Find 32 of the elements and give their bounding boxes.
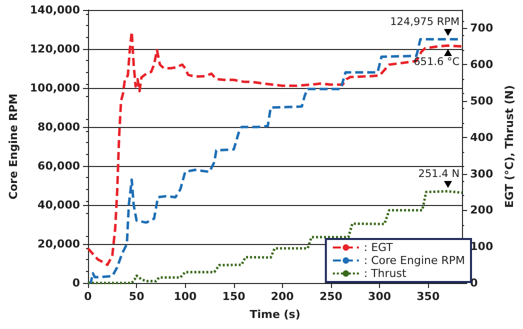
x-tick-label: 300 (368, 290, 392, 303)
annotation: 124,975 RPM (390, 16, 460, 28)
y2-tick-label: 700 (470, 22, 494, 35)
annotation: 251.4 N (418, 168, 460, 180)
y2-axis-title: EGT (°C), Thrust (N) (503, 85, 516, 208)
y-tick-label: 0 (72, 276, 80, 290)
legend-label: : Thrust (364, 267, 407, 280)
x-tick-label: 150 (222, 290, 246, 303)
y2-tick-label: 100 (470, 240, 494, 254)
annotation: 651.6 °C (414, 56, 460, 68)
y2-tick-label: 200 (470, 204, 494, 217)
y-tick-label: 40,000 (38, 198, 80, 212)
y-tick-label: 140,000 (30, 4, 80, 16)
x-tick-label: 350 (416, 290, 440, 303)
y-tick-label: 120,000 (30, 42, 80, 56)
y2-tick-label: 600 (470, 58, 494, 72)
x-axis-title: Time (s) (250, 308, 300, 321)
y-tick-label: 80,000 (38, 120, 80, 134)
y-tick-label: 20,000 (38, 238, 80, 250)
y-tick-label: 60,000 (38, 160, 80, 172)
y2-tick-label: 300 (470, 167, 494, 180)
y-axis-title: Core Engine RPM (7, 94, 20, 200)
x-tick-label: 0 (84, 290, 92, 303)
y2-tick-label: 500 (470, 94, 494, 108)
legend-label: : EGT (364, 241, 394, 254)
legend-label: : Core Engine RPM (364, 254, 466, 267)
y-tick-label: 100,000 (30, 82, 80, 94)
x-tick-label: 200 (270, 290, 294, 303)
x-tick-label: 100 (174, 290, 198, 303)
x-tick-label: 250 (319, 290, 343, 303)
y2-tick-label: 400 (470, 130, 494, 144)
x-tick-label: 50 (128, 290, 145, 303)
